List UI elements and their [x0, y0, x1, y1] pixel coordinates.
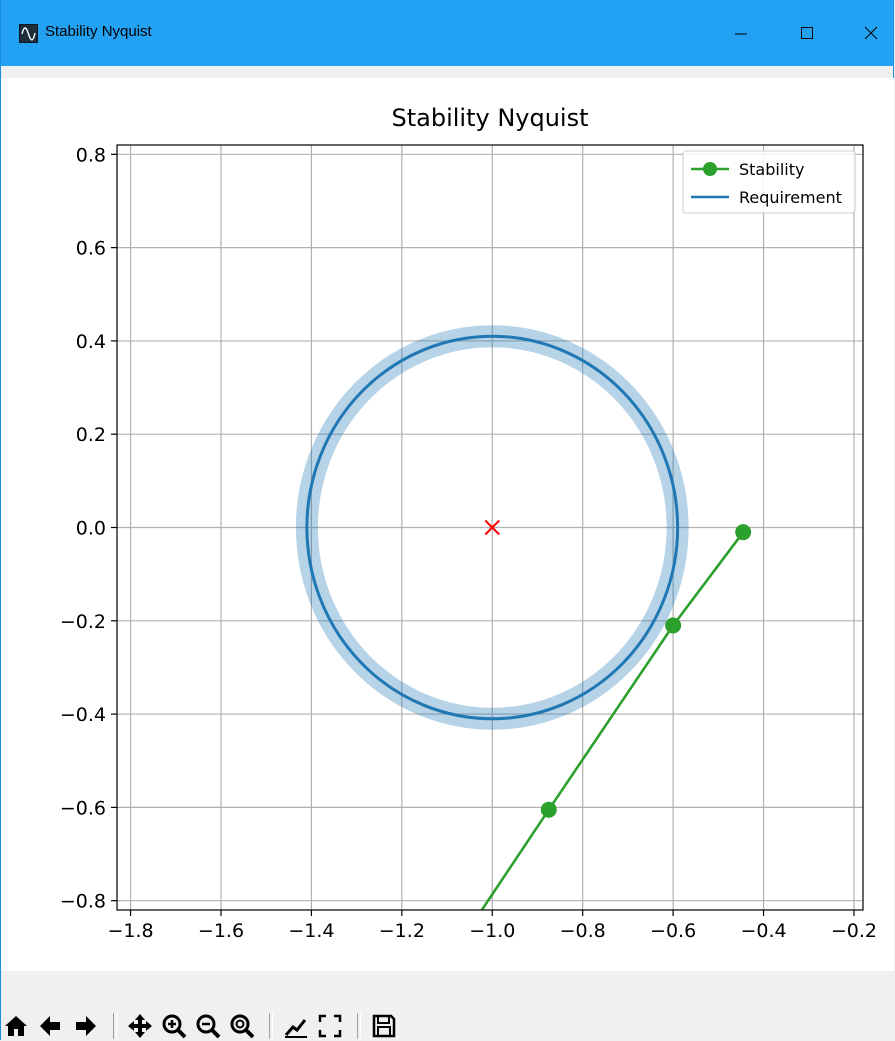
x-tick-label: −0.6 [650, 920, 696, 942]
chart: −1.8 −1.6 −1.4 −1.2 −1.0 −0.8 −0.6 −0.4 −0.2 0.8 0… [1, 78, 894, 971]
figure-canvas[interactable]: −1.8 −1.6 −1.4 −1.2 −1.0 −0.8 −0.6 −0.4 −0.2 0.8 0… [1, 78, 894, 971]
close-button[interactable] [843, 0, 895, 66]
toolbar-separator [357, 1013, 361, 1039]
x-tick-label: −1.6 [198, 920, 244, 942]
navigation-toolbar [1, 971, 894, 1040]
y-tick-label: −0.4 [60, 704, 106, 726]
fullscreen-icon [318, 1014, 342, 1038]
back-arrow-icon [40, 1016, 60, 1036]
y-tick-label: −0.2 [60, 611, 106, 633]
zoom-in-button[interactable] [159, 1011, 189, 1041]
y-tick-label: 0.8 [76, 144, 106, 166]
stability-point [665, 617, 682, 634]
minimize-icon [735, 33, 747, 35]
back-button[interactable] [35, 1011, 65, 1041]
maximize-button[interactable] [779, 0, 835, 66]
legend: Stability Requirement [682, 150, 856, 214]
pan-button[interactable] [125, 1011, 155, 1041]
window-title: Stability Nyquist [45, 23, 152, 40]
save-icon [372, 1014, 396, 1038]
zoom-fit-icon [230, 1014, 255, 1039]
x-tick-label: −0.2 [831, 920, 877, 942]
home-icon [5, 1016, 27, 1036]
title-bar[interactable]: Stability Nyquist [1, 0, 893, 66]
minimize-button[interactable] [713, 0, 769, 66]
x-tick-label: −0.8 [560, 920, 606, 942]
legend-label-requirement: Requirement [739, 188, 842, 207]
forward-arrow-icon [76, 1016, 96, 1036]
center-marker [484, 519, 500, 536]
maximize-icon [801, 27, 813, 39]
x-tick-label: −1.2 [379, 920, 425, 942]
y-tick-label: −0.8 [60, 891, 106, 913]
pan-icon [128, 1014, 152, 1038]
sine-wave-icon [19, 24, 38, 43]
zoom-out-icon [196, 1014, 221, 1039]
stability-point [735, 524, 752, 541]
toolbar-separator [269, 1013, 273, 1039]
x-tick-label: −1.0 [469, 920, 515, 942]
fullscreen-button[interactable] [315, 1011, 345, 1041]
y-tick-label: 0.6 [76, 238, 106, 260]
save-button[interactable] [369, 1011, 399, 1041]
x-tick-label: −0.4 [740, 920, 786, 942]
zoom-fit-button[interactable] [227, 1011, 257, 1041]
y-tick-label: 0.0 [76, 518, 106, 540]
legend-marker-stability [703, 162, 717, 176]
zoom-in-icon [162, 1014, 187, 1039]
subplots-icon [284, 1019, 307, 1038]
x-tick-label: −1.8 [107, 920, 153, 942]
y-tick-label: −0.6 [60, 797, 106, 819]
close-icon [864, 26, 878, 40]
home-button[interactable] [1, 1011, 31, 1041]
legend-label-stability: Stability [739, 160, 804, 179]
forward-button[interactable] [71, 1011, 101, 1041]
toolbar-separator [113, 1013, 117, 1039]
zoom-out-button[interactable] [193, 1011, 223, 1041]
chart-title: Stability Nyquist [391, 104, 588, 132]
center-marker-stroke [484, 519, 500, 536]
y-tick-label: 0.2 [76, 424, 106, 446]
y-tick-label: 0.4 [76, 331, 106, 353]
stability-line [480, 531, 745, 910]
requirement-circle [305, 334, 680, 721]
subplots-button[interactable] [281, 1011, 311, 1041]
x-tick-label: −1.4 [288, 920, 334, 942]
stability-point [540, 801, 557, 818]
